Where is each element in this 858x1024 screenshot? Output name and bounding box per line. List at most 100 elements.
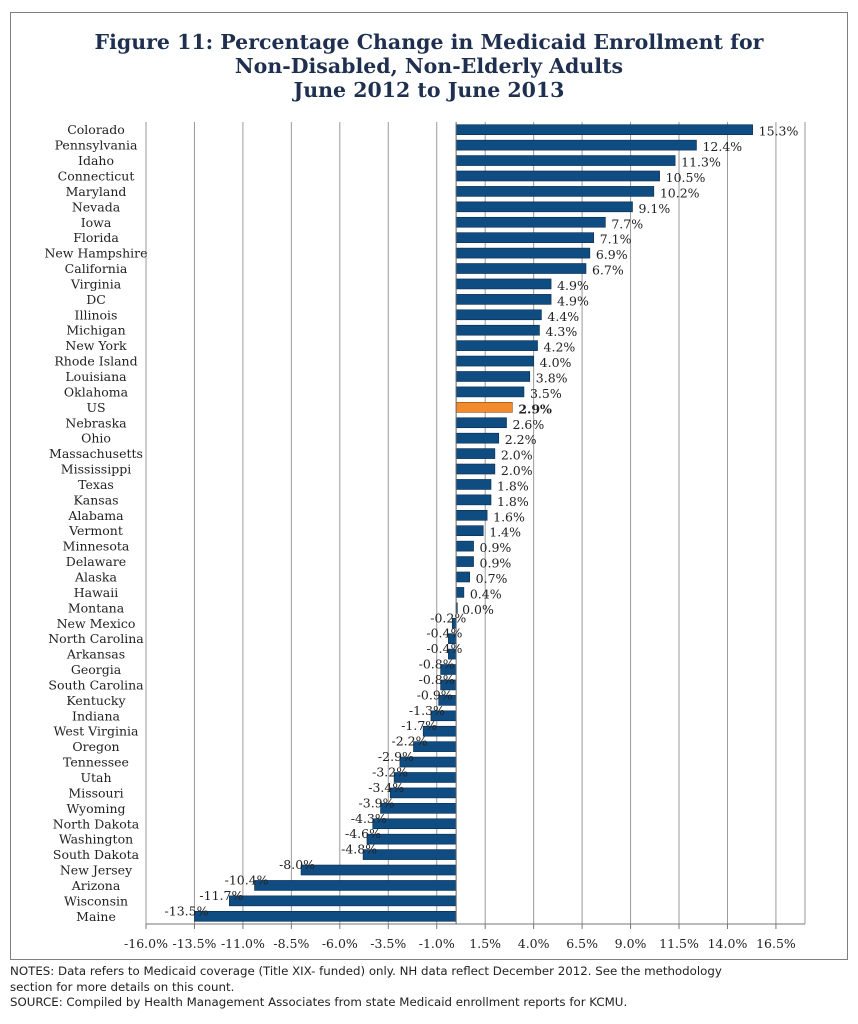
category-label: Maryland <box>66 184 127 199</box>
data-label: 9.1% <box>638 201 670 216</box>
data-label: -2.2% <box>391 734 427 749</box>
bar-rhode-island <box>455 355 534 367</box>
category-label: Arizona <box>71 878 121 893</box>
x-tick-label: -6.0% <box>322 936 358 951</box>
category-label: Florida <box>73 230 119 245</box>
x-tick-label: 4.0% <box>518 936 550 951</box>
x-tick-label: -8.5% <box>273 936 309 951</box>
bar-hawaii <box>455 587 465 598</box>
bar-new-jersey <box>300 864 457 876</box>
data-label: 4.9% <box>557 293 589 308</box>
data-label: -0.8% <box>419 672 455 687</box>
data-label: -10.4% <box>225 872 269 887</box>
bar-nebraska <box>455 417 507 429</box>
bar-mississippi <box>455 463 496 475</box>
bar-virginia <box>455 278 552 290</box>
data-label: 6.9% <box>596 247 628 262</box>
data-label: 2.0% <box>501 463 533 478</box>
bar-idaho <box>455 155 676 166</box>
chart-title-line-2: Non-Disabled, Non-Elderly Adults <box>234 54 624 78</box>
category-label: Nevada <box>72 199 121 214</box>
data-label: -3.2% <box>372 764 408 779</box>
data-label: -0.9% <box>417 687 453 702</box>
x-tick-label: -1.0% <box>419 936 455 951</box>
category-label: Utah <box>80 770 111 785</box>
category-label: Vermont <box>68 523 123 538</box>
data-label: -0.2% <box>430 610 466 625</box>
data-label: 11.3% <box>681 155 721 170</box>
category-label: Texas <box>78 477 114 492</box>
x-tick-label: 6.5% <box>566 936 598 951</box>
category-label: Rhode Island <box>54 354 137 369</box>
bar-new-york <box>455 340 538 351</box>
x-tick-label: 1.5% <box>469 936 501 951</box>
category-label: Wisconsin <box>64 893 128 908</box>
category-label: Pennsylvania <box>55 138 138 153</box>
data-label: 4.2% <box>544 340 576 355</box>
chart-title-line-3: June 2012 to June 2013 <box>293 78 565 102</box>
bar-kansas <box>455 494 492 506</box>
bar-new-hampshire <box>455 247 591 259</box>
bar-colorado <box>455 124 753 136</box>
data-label: -2.9% <box>378 749 414 764</box>
x-tick-label: -16.0% <box>124 936 168 951</box>
category-label: New York <box>65 338 127 353</box>
data-label: 3.8% <box>536 370 568 385</box>
category-label: Michigan <box>66 323 125 338</box>
data-label: -8.0% <box>279 857 315 872</box>
bar-illinois <box>455 309 542 321</box>
category-label: Maine <box>76 909 116 924</box>
category-label: Minnesota <box>63 539 130 554</box>
category-label: Kentucky <box>66 693 126 708</box>
category-label: Hawaii <box>74 585 119 600</box>
category-label: Nebraska <box>65 415 127 430</box>
category-label: Virginia <box>70 276 122 291</box>
data-label: 2.9% <box>518 401 552 416</box>
category-label: Oregon <box>72 739 119 754</box>
category-label: Washington <box>59 832 133 847</box>
x-tick-label: 11.5% <box>659 936 699 951</box>
chart-notes: NOTES: Data refers to Medicaid coverage … <box>10 964 848 1011</box>
data-label: 1.8% <box>497 478 529 493</box>
data-label: 1.4% <box>489 525 521 540</box>
category-label: Louisiana <box>65 369 127 384</box>
category-label: Iowa <box>81 215 112 230</box>
source-line: SOURCE: Compiled by Health Management As… <box>10 995 628 1009</box>
data-label: -4.8% <box>341 842 377 857</box>
data-label: -0.4% <box>426 641 462 656</box>
category-label: Alaska <box>74 569 117 584</box>
category-label: Missouri <box>68 785 123 800</box>
data-label: 2.6% <box>513 417 545 432</box>
bar-us <box>455 402 513 413</box>
x-tick-label: 9.0% <box>615 936 647 951</box>
data-label: -3.9% <box>359 795 395 810</box>
chart-frame <box>10 12 848 960</box>
category-label: DC <box>86 292 106 307</box>
data-label: -1.7% <box>401 718 437 733</box>
x-tick-label: -13.5% <box>172 936 216 951</box>
notes-line-1: NOTES: Data refers to Medicaid coverage … <box>10 964 722 978</box>
category-label: Mississippi <box>61 462 131 477</box>
bar-california <box>455 263 587 274</box>
data-label: 2.0% <box>501 448 533 463</box>
data-label: -13.5% <box>165 903 209 918</box>
data-label: 0.0% <box>462 602 494 617</box>
data-label: 1.8% <box>497 494 529 509</box>
category-label: Wyoming <box>66 801 125 816</box>
data-label: -11.7% <box>199 888 243 903</box>
x-tick-label: -11.0% <box>221 936 265 951</box>
data-label: 2.2% <box>505 432 537 447</box>
bar-pennsylvania <box>455 139 697 151</box>
category-label: Georgia <box>71 662 122 677</box>
category-label: US <box>86 400 105 415</box>
chart-title-line-1: Figure 11: Percentage Change in Medicaid… <box>94 30 764 54</box>
data-label: 7.1% <box>600 232 632 247</box>
data-label: 0.4% <box>470 586 502 601</box>
category-label: Delaware <box>66 554 126 569</box>
bar-michigan <box>455 324 540 336</box>
category-label: Idaho <box>78 153 114 168</box>
bar-dc <box>455 294 552 305</box>
category-label: New Jersey <box>60 863 133 878</box>
x-tick-label: 14.0% <box>708 936 748 951</box>
data-label: -4.6% <box>345 826 381 841</box>
